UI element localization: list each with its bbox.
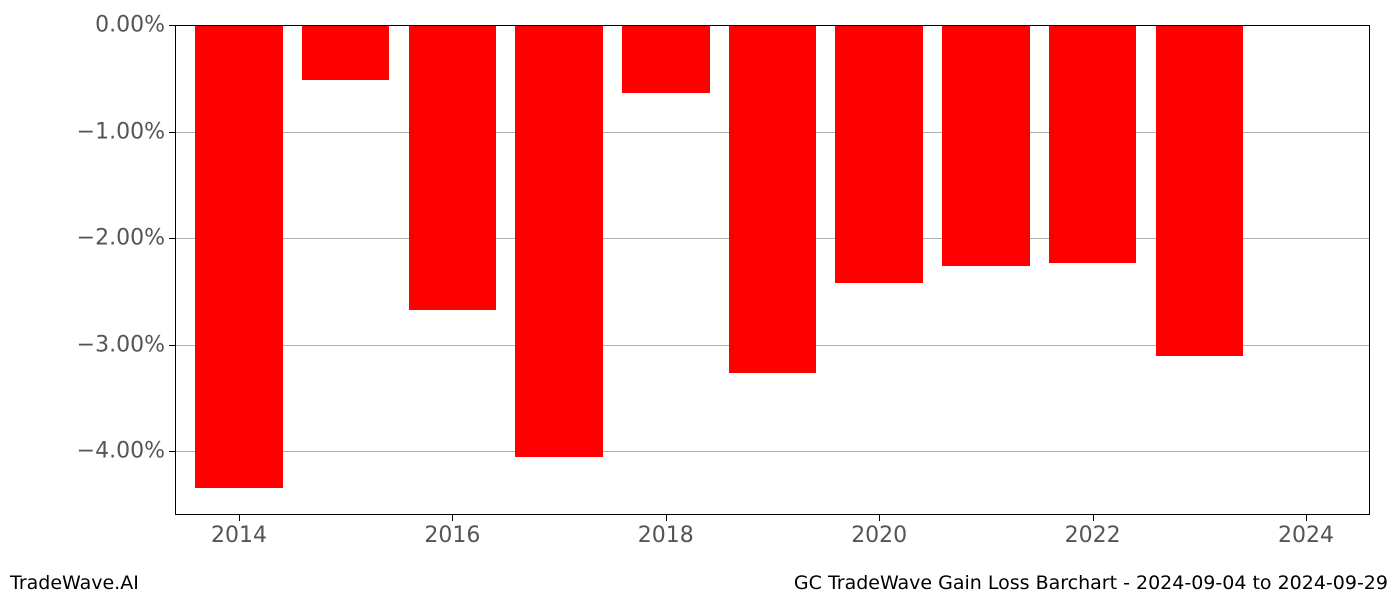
gridline (175, 451, 1370, 452)
ytick-label: −2.00% (77, 226, 175, 251)
bar (835, 25, 922, 283)
chart-caption: GC TradeWave Gain Loss Barchart - 2024-0… (794, 572, 1388, 594)
ytick-label: −1.00% (77, 119, 175, 144)
axis-spine (175, 25, 1370, 26)
bar (729, 25, 816, 373)
ytick-label: 0.00% (95, 13, 175, 38)
bar (515, 25, 602, 457)
xtick-label: 2024 (1278, 515, 1334, 548)
xtick-label: 2018 (638, 515, 694, 548)
xtick-label: 2014 (211, 515, 267, 548)
bar (1156, 25, 1243, 356)
bar (622, 25, 709, 93)
axis-spine (1369, 25, 1370, 515)
bar (302, 25, 389, 80)
bar (409, 25, 496, 310)
figure: 0.00% −1.00% −2.00% −3.00% −4.00% 2014 2016 201… (0, 0, 1400, 600)
xtick-label: 2022 (1065, 515, 1121, 548)
axis-spine (175, 25, 176, 515)
bar (1049, 25, 1136, 263)
xtick-label: 2016 (424, 515, 480, 548)
xtick-label: 2020 (851, 515, 907, 548)
bar (942, 25, 1029, 266)
ytick-label: −4.00% (77, 439, 175, 464)
axis-spine (175, 514, 1370, 515)
plot-area: 0.00%−1.00%−2.00%−3.00%−4.00%20142016201… (175, 25, 1370, 515)
ytick-label: −3.00% (77, 332, 175, 357)
bar (195, 25, 282, 488)
branding-label: TradeWave.AI (10, 572, 139, 594)
